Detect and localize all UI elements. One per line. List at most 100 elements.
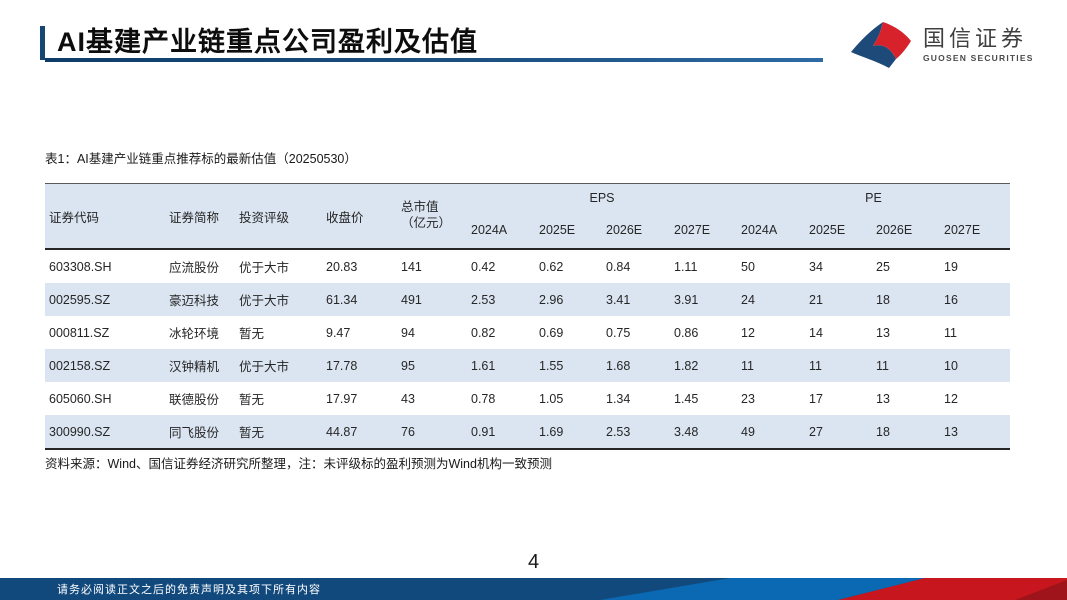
table-cell: 43 (401, 391, 415, 406)
table-cell: 豪迈科技 (165, 283, 235, 316)
table-cell: 12 (741, 325, 755, 340)
table-cell: 11 (944, 325, 957, 340)
table-cell: 76 (397, 415, 467, 449)
table-cell: 1.68 (602, 349, 670, 382)
table-cell: 11 (872, 349, 941, 382)
table-cell: 34 (809, 259, 823, 274)
table-cell: 0.86 (674, 325, 699, 340)
table-cell: 2.53 (602, 415, 670, 449)
table-cell: 0.91 (467, 415, 535, 449)
col-header-eps-2027e: 2027E (670, 212, 738, 250)
table-cell: 94 (401, 325, 415, 340)
page-number: 4 (527, 551, 540, 573)
table-cell: 141 (401, 259, 422, 274)
table-cell: 14 (809, 325, 823, 340)
table-cell: 17.97 (326, 391, 358, 406)
title-underline (45, 58, 823, 62)
page-title: AI基建产业链重点公司盈利及估值 (57, 27, 478, 57)
table-row: 000811.SZ 冰轮环境 暂无 9.47 94 0.82 0.69 0.75 0.86 12 1… (45, 316, 1010, 349)
table-cell: 2.53 (467, 283, 535, 316)
table-cell: 12 (944, 391, 958, 406)
table-cell: 1.69 (535, 415, 602, 449)
table-cell: 002158.SZ (45, 349, 165, 382)
table-cell: 1.11 (674, 259, 698, 274)
table-cell: 1.05 (539, 391, 564, 406)
col-header-eps-2026e: 2026E (602, 212, 670, 250)
table-cell: 17 (809, 391, 823, 406)
table-cell: 0.69 (539, 325, 564, 340)
table-cell: 优于大市 (235, 349, 322, 382)
table-row: 603308.SH 应流股份 优于大市 20.83 141 0.42 0.62 0.84 1.1… (45, 249, 1010, 283)
table-cell: 13 (876, 325, 890, 340)
table-cell: 1.45 (674, 391, 699, 406)
table-cell: 1.34 (606, 391, 631, 406)
table-cell: 17.78 (322, 349, 397, 382)
source-footnote: 资料来源：Wind、国信证券经济研究所整理，注：未评级标的盈利预测为Wind机构… (45, 457, 552, 471)
table-cell: 95 (397, 349, 467, 382)
table-header: 证券代码 证券简称 投资评级 收盘价 总市值 （亿元） EPS PE 2024A… (45, 183, 1011, 250)
table-cell: 3.91 (670, 283, 738, 316)
table-cell: 0.62 (539, 259, 564, 274)
table-row: 002158.SZ 汉钟精机 优于大市 17.78 95 1.61 1.55 1.68 1.82… (45, 349, 1011, 382)
table-cell: 002595.SZ (45, 283, 165, 316)
col-header-code: 证券代码 (45, 183, 165, 250)
table-cell: 491 (397, 283, 467, 316)
table-cell: 19 (944, 259, 958, 274)
guosen-logo-text: 国信证券 GUOSEN SECURITIES (923, 26, 1034, 64)
table-cell: 冰轮环境 (169, 327, 220, 341)
col-header-pe-2025e: 2025E (805, 212, 873, 250)
table-cell: 61.34 (322, 283, 397, 316)
table-cell: 25 (876, 259, 890, 274)
table-cell: 暂无 (235, 415, 322, 449)
table-cell: 2.96 (535, 283, 602, 316)
table-cell: 16 (940, 283, 1011, 316)
table-cell: 24 (737, 283, 806, 316)
table-cell: 300990.SZ (45, 415, 165, 449)
guosen-logo-icon (851, 22, 911, 68)
table-cell: 应流股份 (169, 261, 220, 275)
table-cell: 联德股份 (169, 393, 220, 407)
table-cell: 暂无 (239, 327, 265, 341)
col-header-pe-2024a: 2024A (737, 212, 806, 250)
table-cell: 27 (805, 415, 873, 449)
table-cell: 0.78 (471, 391, 496, 406)
table-cell: 20.83 (326, 259, 358, 274)
table-cell: 暂无 (239, 393, 265, 407)
table-cell: 21 (805, 283, 873, 316)
logo-subtitle: GUOSEN SECURITIES (923, 52, 1034, 63)
table-cell: 13 (940, 415, 1011, 449)
table-cell: 同飞股份 (165, 415, 235, 449)
table-cell: 44.87 (322, 415, 397, 449)
table-cell: 1.55 (535, 349, 602, 382)
table-cell: 优于大市 (239, 261, 290, 275)
table-cell: 000811.SZ (49, 325, 110, 340)
col-group-eps: EPS (467, 183, 738, 212)
valuation-table: 证券代码 证券简称 投资评级 收盘价 总市值 （亿元） EPS PE 2024A… (45, 183, 1011, 450)
col-header-close: 收盘价 (322, 183, 397, 250)
table-body: 603308.SH 应流股份 优于大市 20.83 141 0.42 0.62 0.84 1.1… (45, 249, 1011, 449)
footer-disclaimer: 请务必阅读正文之后的免责声明及其项下所有内容 (57, 584, 321, 596)
col-header-eps-2025e: 2025E (535, 212, 602, 250)
table-cell: 3.41 (602, 283, 670, 316)
table-caption: 表1：AI基建产业链重点推荐标的最新估值（20250530） (45, 152, 357, 166)
table-cell: 18 (872, 283, 941, 316)
col-header-pe-2027e: 2027E (940, 212, 1011, 250)
table-cell: 50 (741, 259, 755, 274)
table-cell: 汉钟精机 (165, 349, 235, 382)
guosen-logo: 国信证券 GUOSEN SECURITIES (845, 17, 1032, 73)
table-cell: 11 (737, 349, 806, 382)
table-cell: 10 (940, 349, 1011, 382)
table-cell: 9.47 (326, 325, 351, 340)
col-header-marketcap: 总市值 （亿元） (397, 183, 467, 250)
table-cell: 23 (741, 391, 755, 406)
col-header-rating: 投资评级 (235, 183, 322, 250)
table-cell: 3.48 (670, 415, 738, 449)
col-group-pe: PE (737, 183, 1011, 212)
table-cell: 605060.SH (49, 391, 112, 406)
table-cell: 1.61 (467, 349, 535, 382)
footer-bar: 请务必阅读正文之后的免责声明及其项下所有内容 (0, 578, 1067, 600)
col-header-pe-2026e: 2026E (872, 212, 941, 250)
table-cell: 18 (872, 415, 941, 449)
marketcap-line2: （亿元） (401, 216, 452, 230)
